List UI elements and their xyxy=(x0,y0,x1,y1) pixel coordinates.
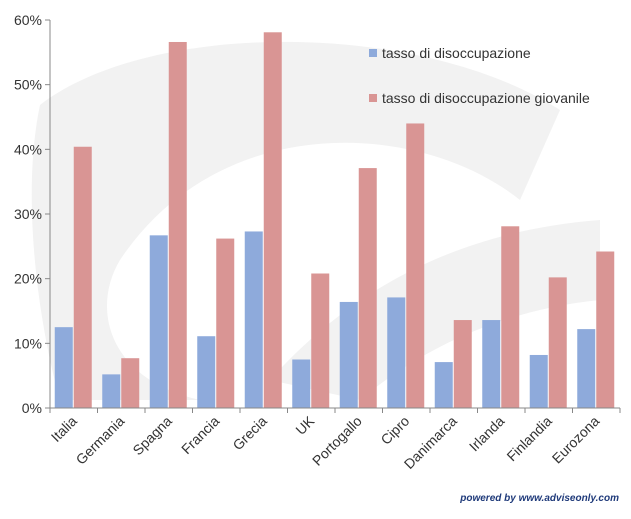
bar-giovanile-danimarca xyxy=(453,320,472,408)
bars-layer xyxy=(54,32,615,409)
axes xyxy=(45,19,621,413)
bar-giovanile-eurozona xyxy=(596,251,615,408)
bar-disoccupazione-uk xyxy=(292,359,311,408)
bar-disoccupazione-francia xyxy=(197,336,216,408)
legend: tasso di disoccupazione tasso di disoccup… xyxy=(369,45,590,106)
bar-giovanile-uk xyxy=(311,273,330,408)
bar-disoccupazione-germania xyxy=(102,374,121,408)
bar-disoccupazione-cipro xyxy=(387,297,406,408)
credit-text: powered by www.adviseonly.com xyxy=(460,493,619,504)
y-tick-label: 50% xyxy=(14,77,42,93)
y-tick-label: 60% xyxy=(14,12,42,28)
y-tick-label: 0% xyxy=(22,400,42,416)
bar-giovanile-irlanda xyxy=(501,226,520,408)
x-tick-label-portogallo: Portogallo xyxy=(309,413,365,469)
bar-giovanile-cipro xyxy=(406,123,425,408)
bar-disoccupazione-grecia xyxy=(244,231,263,408)
y-tick-label: 40% xyxy=(14,141,42,157)
bar-giovanile-finlandia xyxy=(548,277,567,408)
bar-disoccupazione-finlandia xyxy=(529,354,548,408)
bar-giovanile-francia xyxy=(216,238,235,408)
x-tick-label-grecia: Grecia xyxy=(229,413,270,454)
x-tick-label-spagna: Spagna xyxy=(129,413,175,459)
y-tick-label: 20% xyxy=(14,271,42,287)
legend-label-giovanile: tasso di disoccupazione giovanile xyxy=(382,90,590,106)
legend-swatch-disoccupazione xyxy=(369,49,377,57)
x-tick-label-italia: Italia xyxy=(48,413,80,445)
x-tick-label-irlanda: Irlanda xyxy=(466,413,508,455)
bar-disoccupazione-danimarca xyxy=(434,362,453,408)
x-tick-label-germania: Germania xyxy=(73,413,128,468)
y-tick-label: 10% xyxy=(14,335,42,351)
bar-giovanile-grecia xyxy=(263,32,282,408)
bar-disoccupazione-irlanda xyxy=(482,320,501,408)
bar-disoccupazione-portogallo xyxy=(339,301,358,408)
x-tick-label-francia: Francia xyxy=(178,413,222,457)
bar-disoccupazione-italia xyxy=(54,327,73,408)
x-tick-label-uk: UK xyxy=(292,412,318,438)
x-tick-label-cipro: Cipro xyxy=(377,413,412,448)
bar-giovanile-spagna xyxy=(168,41,187,409)
x-tick-label-eurozona: Eurozona xyxy=(549,413,603,467)
x-tick-label-finlandia: Finlandia xyxy=(503,413,555,465)
bar-disoccupazione-eurozona xyxy=(577,329,596,408)
y-axis-tick-labels: 0% 10% 20% 30% 40% 50% 60% xyxy=(14,12,42,416)
bar-disoccupazione-spagna xyxy=(149,235,168,408)
legend-label-disoccupazione: tasso di disoccupazione xyxy=(382,45,531,61)
bar-giovanile-portogallo xyxy=(358,168,377,408)
bar-giovanile-germania xyxy=(121,358,140,408)
legend-swatch-giovanile xyxy=(369,94,377,102)
bar-giovanile-italia xyxy=(73,146,92,408)
y-tick-label: 30% xyxy=(14,206,42,222)
